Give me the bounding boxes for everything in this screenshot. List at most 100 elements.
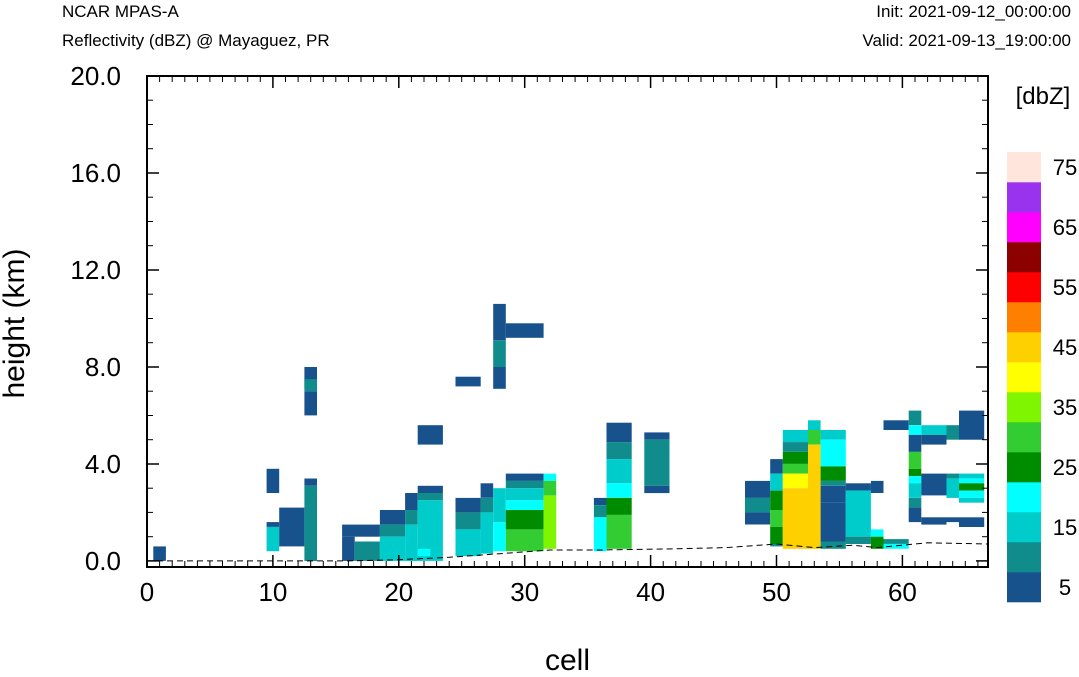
reflectivity-cell-66 (770, 544, 783, 547)
reflectivity-cell-29 (480, 497, 494, 513)
reflectivity-cell-95 (908, 434, 922, 452)
reflectivity-cell-0 (153, 546, 166, 561)
reflectivity-cell-36 (493, 522, 506, 552)
reflectivity-cell-80 (820, 485, 846, 494)
colorbar-box-40 (1007, 362, 1041, 393)
x-tick-label-50: 50 (762, 577, 791, 607)
reflectivity-cell-44 (543, 480, 557, 496)
reflectivity-cell-64 (770, 510, 783, 527)
reflectivity-cell-94 (908, 425, 922, 435)
colorbar-box-25 (1007, 452, 1041, 483)
reflectivity-cell-62 (770, 473, 783, 491)
reflectivity-cell-103 (921, 434, 947, 445)
colorbar-label-15: 15 (1053, 515, 1077, 540)
reflectivity-cell-79 (820, 480, 846, 486)
colorbar-box-35 (1007, 392, 1041, 423)
reflectivity-cell-46 (593, 497, 607, 506)
reflectivity-cell-87 (870, 480, 884, 493)
reflectivity-cell-116 (959, 517, 985, 527)
colorbar-label-55: 55 (1053, 275, 1077, 300)
terrain-line (147, 542, 989, 562)
reflectivity-cell-105 (921, 517, 947, 525)
reflectivity-cell-99 (908, 483, 922, 498)
colorbar-box-65 (1007, 212, 1041, 243)
reflectivity-cell-15 (379, 536, 406, 561)
reflectivity-cell-113 (959, 483, 985, 491)
reflectivity-cell-40 (505, 500, 544, 510)
reflectivity-cell-13 (379, 510, 406, 525)
colorbar-box-15 (1007, 512, 1041, 543)
plot-frame (146, 75, 989, 568)
y-tick-label-1: 4.0 (85, 449, 121, 479)
x-tick-label-0: 0 (140, 577, 154, 607)
reflectivity-cell-83 (820, 541, 846, 549)
reflectivity-cell-100 (908, 497, 922, 508)
reflectivity-cell-11 (342, 536, 355, 561)
reflectivity-cell-68 (782, 442, 808, 452)
colorbar-box-60 (1007, 242, 1041, 273)
reflectivity-cell-8 (304, 478, 317, 486)
reflectivity-cell-55 (644, 432, 670, 440)
reflectivity-cell-41 (505, 510, 544, 530)
reflectivity-cell-85 (845, 490, 871, 537)
reflectivity-cell-59 (745, 497, 771, 513)
reflectivity-cell-50 (606, 442, 632, 460)
reflectivity-cell-31 (493, 303, 506, 341)
x-tick-label-20: 20 (384, 577, 413, 607)
reflectivity-cell-84 (845, 483, 871, 491)
reflectivity-cell-67 (782, 430, 808, 443)
reflectivity-cell-88 (870, 529, 884, 537)
x-tick-label-30: 30 (510, 577, 539, 607)
reflectivity-cell-43 (543, 473, 557, 481)
init-time-label: Init: 2021-09-12_00:00:00 (876, 2, 1071, 21)
reflectivity-cell-73 (808, 420, 821, 430)
reflectivity-cell-72 (782, 488, 808, 549)
reflectivity-cell-33 (493, 367, 506, 389)
reflectivity-cell-53 (606, 497, 632, 515)
colorbar-box-70 (1007, 182, 1041, 213)
reflectivity-cell-74 (808, 430, 821, 445)
reflectivity-cell-111 (959, 473, 985, 479)
reflectivity-cell-58 (745, 480, 771, 498)
colorbar-label-25: 25 (1053, 455, 1077, 480)
reflectivity-cell-108 (946, 478, 960, 498)
y-tick-label-4: 16.0 (70, 158, 121, 188)
reflectivity-cell-2 (266, 522, 280, 527)
reflectivity-cell-39 (505, 488, 544, 501)
colorbar-label-45: 45 (1053, 335, 1077, 360)
reflectivity-cell-93 (908, 410, 922, 426)
reflectivity-cell-52 (606, 483, 632, 498)
y-tick-label-5: 20.0 (70, 61, 121, 91)
reflectivity-cell-51 (606, 459, 632, 484)
colorbar-box-10 (1007, 542, 1041, 573)
colorbar-label-65: 65 (1053, 215, 1077, 240)
valid-time-label: Valid: 2021-09-13_19:00:00 (862, 31, 1071, 50)
colorbar: 5 15 25 35 45 55 65 75 (1007, 152, 1077, 603)
reflectivity-cell-20 (417, 493, 443, 501)
colorbar-box-45 (1007, 332, 1041, 363)
reflectivity-cell-7 (304, 379, 317, 392)
reflectivity-cell-45 (543, 495, 557, 549)
reflectivity-cell-114 (959, 490, 985, 498)
reflectivity-cell-78 (820, 466, 846, 481)
y-tick-label-0: 0.0 (85, 546, 121, 576)
colorbar-label-75: 75 (1053, 155, 1077, 180)
x-tick-label-40: 40 (636, 577, 665, 607)
reflectivity-cell-70 (782, 464, 808, 474)
reflectivity-cell-106 (946, 425, 960, 440)
reflectivity-cell-22 (417, 548, 431, 557)
y-axis-label: height (km) (0, 248, 31, 398)
y-tick-label-2: 8.0 (85, 352, 121, 382)
x-tick-label-10: 10 (258, 577, 287, 607)
reflectivity-cell-3 (266, 527, 280, 552)
reflectivity-cell-91 (883, 544, 909, 549)
reflectivity-cell-4 (279, 507, 305, 547)
reflectivity-cell-60 (745, 512, 771, 525)
colorbar-label-35: 35 (1053, 395, 1077, 420)
reflectivity-cell-14 (379, 524, 406, 537)
colorbar-box-75 (1007, 152, 1041, 183)
colorbar-box-20 (1007, 482, 1041, 513)
reflectivity-cell-112 (959, 478, 985, 484)
reflectivity-cell-98 (908, 476, 922, 484)
reflectivity-cell-35 (493, 488, 506, 523)
